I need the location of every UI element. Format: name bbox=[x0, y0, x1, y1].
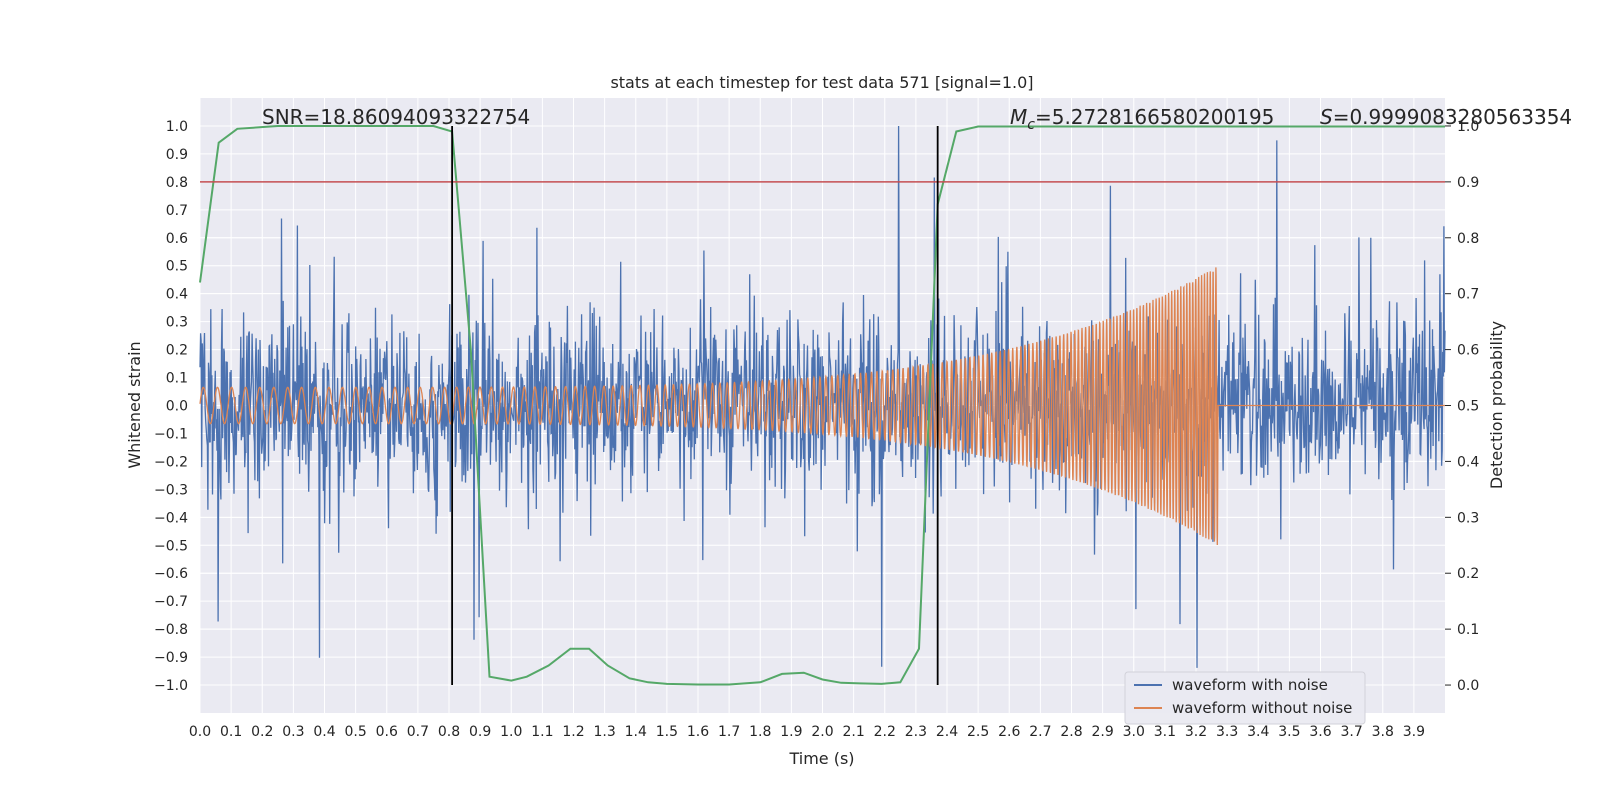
y-tick-label: 0.4 bbox=[166, 287, 188, 303]
y-tick-label: −0.3 bbox=[154, 482, 188, 498]
y-axis-label: Whitened strain bbox=[125, 341, 144, 468]
x-tick-label: 1.8 bbox=[749, 724, 771, 740]
reference-lines bbox=[200, 125, 1445, 686]
x-tick-label: 2.9 bbox=[1091, 724, 1113, 740]
x-tick-label: 3.6 bbox=[1309, 724, 1331, 740]
legend-box bbox=[1124, 671, 1366, 725]
y-tick-label: −0.4 bbox=[154, 510, 188, 526]
y2-tick-label: 0.2 bbox=[1457, 566, 1479, 582]
mc-subscript: c bbox=[1027, 117, 1035, 133]
x-tick-label: 2.4 bbox=[936, 724, 958, 740]
y-tick-label: 0.9 bbox=[166, 147, 188, 163]
x-tick-label: 3.1 bbox=[1154, 724, 1176, 740]
x-tick-label: 1.5 bbox=[656, 724, 678, 740]
y2-tick-label: 0.5 bbox=[1457, 399, 1479, 415]
mc-symbol: M bbox=[1010, 105, 1027, 129]
s-annotation: S=0.9999083280563354 bbox=[1320, 105, 1572, 129]
y2-tick-label: 0.3 bbox=[1457, 510, 1479, 526]
x-tick-label: 3.2 bbox=[1185, 724, 1207, 740]
y2-tick-label: 0.6 bbox=[1457, 343, 1479, 359]
y-tick-label: 0.1 bbox=[166, 371, 188, 387]
y-tick-label: −0.8 bbox=[154, 622, 188, 638]
x-tick-label: 0.3 bbox=[282, 724, 304, 740]
mc-value: =5.2728166580200195 bbox=[1035, 105, 1274, 129]
y2-tick-label: 0.7 bbox=[1457, 287, 1479, 303]
y-tick-label: −0.7 bbox=[154, 594, 188, 610]
y2-tick-label: 0.0 bbox=[1457, 678, 1479, 694]
x-tick-label: 1.7 bbox=[718, 724, 740, 740]
x-tick-label: 3.4 bbox=[1247, 724, 1269, 740]
x-tick-label: 2.1 bbox=[842, 724, 864, 740]
y2-axis-label: Detection probability bbox=[1487, 321, 1506, 489]
y-tick-label: −0.2 bbox=[154, 454, 188, 470]
tick-labels: 0.0 0.1 0.2 0.3 0.4 0.5 0.6 0.7 0.8 0.9 1.0 1.1 1.2 1… bbox=[154, 119, 1479, 740]
snr-annotation: SNR=18.86094093322754 bbox=[262, 105, 530, 129]
mc-annotation: Mc=5.2728166580200195 bbox=[1010, 105, 1274, 133]
x-tick-label: 1.6 bbox=[687, 724, 709, 740]
y-tick-label: −0.6 bbox=[154, 566, 188, 582]
x-tick-label: 0.5 bbox=[344, 724, 366, 740]
y2-tick-label: 0.1 bbox=[1457, 622, 1479, 638]
x-tick-label: 3.9 bbox=[1403, 724, 1425, 740]
y-tick-label: 0.5 bbox=[166, 259, 188, 275]
y-tick-label: 0.3 bbox=[166, 315, 188, 331]
y-tick-label: −0.9 bbox=[154, 650, 188, 666]
x-tick-label: 2.8 bbox=[1060, 724, 1082, 740]
noise-trace bbox=[199, 125, 1446, 668]
y-tick-label: 1.0 bbox=[166, 119, 188, 135]
series-detection-probability bbox=[199, 125, 1445, 686]
y-tick-label: −0.1 bbox=[154, 426, 188, 442]
x-tick-label: 2.3 bbox=[905, 724, 927, 740]
x-tick-label: 1.3 bbox=[593, 724, 615, 740]
x-tick-label: 3.7 bbox=[1340, 724, 1362, 740]
y2-tick-label: 0.4 bbox=[1457, 454, 1479, 470]
legend-label-clean: waveform without noise bbox=[1172, 699, 1352, 717]
x-tick-label: 1.9 bbox=[780, 724, 802, 740]
y2-tick-label: 0.9 bbox=[1457, 175, 1479, 191]
series-waveform-with-noise bbox=[199, 125, 1446, 668]
x-tick-label: 0.6 bbox=[376, 724, 398, 740]
chart-title: stats at each timestep for test data 571… bbox=[610, 73, 1033, 92]
y-tick-label: −1.0 bbox=[154, 678, 188, 694]
legend: waveform with noise waveform without noi… bbox=[1124, 671, 1366, 725]
y-tick-label: 0.8 bbox=[166, 175, 188, 191]
x-tick-label: 3.0 bbox=[1123, 724, 1145, 740]
y2-tick-label: 1.0 bbox=[1457, 119, 1479, 135]
legend-label-noise: waveform with noise bbox=[1172, 676, 1328, 694]
x-tick-label: 0.9 bbox=[469, 724, 491, 740]
x-tick-label: 0.1 bbox=[220, 724, 242, 740]
x-tick-label: 0.8 bbox=[438, 724, 460, 740]
y2-tick-label: 0.8 bbox=[1457, 231, 1479, 247]
x-tick-label: 0.4 bbox=[313, 724, 335, 740]
y-tick-label: 0.0 bbox=[166, 399, 188, 415]
x-tick-label: 1.2 bbox=[562, 724, 584, 740]
x-tick-label: 2.2 bbox=[874, 724, 896, 740]
x-tick-label: 1.1 bbox=[531, 724, 553, 740]
series-waveform-without-noise bbox=[199, 267, 1445, 546]
x-tick-label: 2.6 bbox=[998, 724, 1020, 740]
x-tick-label: 3.3 bbox=[1216, 724, 1238, 740]
y-tick-label: 0.6 bbox=[166, 231, 188, 247]
x-tick-label: 3.8 bbox=[1372, 724, 1394, 740]
y-tick-label: −0.5 bbox=[154, 538, 188, 554]
clean-trace bbox=[199, 267, 1445, 546]
x-tick-label: 1.4 bbox=[625, 724, 647, 740]
y-tick-label: 0.2 bbox=[166, 343, 188, 359]
x-tick-label: 3.5 bbox=[1278, 724, 1300, 740]
x-tick-label: 2.5 bbox=[967, 724, 989, 740]
x-tick-label: 1.0 bbox=[500, 724, 522, 740]
probability-trace bbox=[199, 125, 1445, 686]
x-tick-label: 0.0 bbox=[189, 724, 211, 740]
x-tick-label: 0.7 bbox=[407, 724, 429, 740]
x-tick-label: 0.2 bbox=[251, 724, 273, 740]
s-value: =0.9999083280563354 bbox=[1333, 105, 1572, 129]
x-axis-label: Time (s) bbox=[788, 749, 854, 768]
s-symbol: S bbox=[1320, 105, 1333, 129]
y-tick-label: 0.7 bbox=[166, 203, 188, 219]
x-tick-label: 2.0 bbox=[811, 724, 833, 740]
x-tick-label: 2.7 bbox=[1029, 724, 1051, 740]
